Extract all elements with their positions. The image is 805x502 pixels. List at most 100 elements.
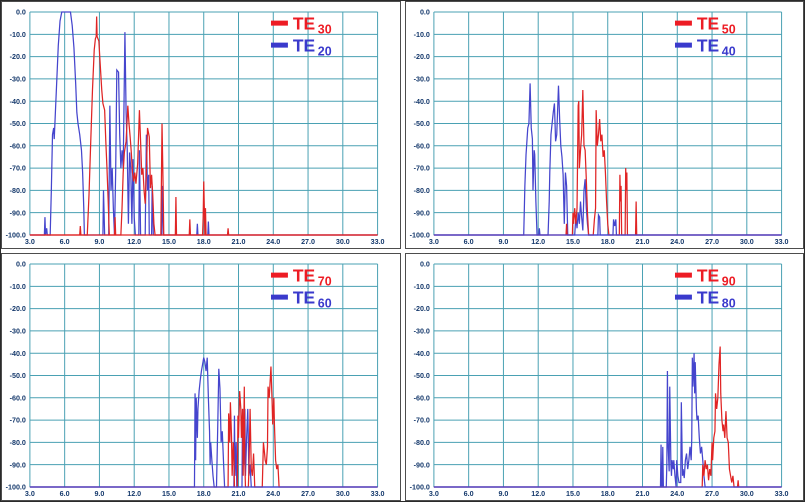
x-tick-label: 12.0 [127,489,141,498]
y-tick-label: 0.0 [16,260,26,269]
x-tick-label: 18.0 [600,489,614,498]
legend-label: TE [696,36,718,56]
y-tick-label: -30.0 [10,74,26,83]
x-tick-label: 3.0 [25,237,35,246]
chart-te30-te20: 0.0 -10.0 -20.0 -30.0 -40.0 -50.0 -60.0 -70.0 -8… [6,8,385,246]
y-axis-tick-labels: 0.0 -10.0 -20.0 -30.0 -40.0 -50.0 -60.0 -70.0 -8… [6,8,26,240]
x-tick-label: 27.0 [301,489,315,498]
y-tick-label: 0.0 [419,8,429,17]
y-tick-label: -90.0 [10,460,26,469]
x-axis-tick-labels: 3.0 6.0 9.0 12.0 15.0 18.0 21.0 24.0 27.0 30.0 33.… [25,489,385,498]
grid-lines [432,11,782,236]
y-axis-tick-labels: 0.0 -10.0 -20.0 -30.0 -40.0 -50.0 -60.0 -70.0 -8… [409,260,429,492]
x-tick-label: 12.0 [531,237,545,246]
x-tick-label: 15.0 [162,489,176,498]
x-tick-label: 24.0 [670,237,684,246]
x-tick-label: 33.0 [371,489,385,498]
y-tick-label: -30.0 [10,326,26,335]
legend-label: TE [293,288,315,308]
legend-subscript: 70 [318,275,332,289]
x-tick-label: 33.0 [774,237,788,246]
legend-label: TE [293,14,315,34]
y-tick-label: -50.0 [10,119,26,128]
y-tick-label: -70.0 [413,164,429,173]
x-tick-label: 27.0 [705,489,719,498]
y-tick-label: -30.0 [413,326,429,335]
x-tick-label: 3.0 [428,489,438,498]
y-tick-label: -80.0 [10,438,26,447]
x-tick-label: 6.0 [463,489,473,498]
y-tick-label: -30.0 [413,74,429,83]
y-tick-label: -60.0 [10,393,26,402]
x-tick-label: 30.0 [739,489,753,498]
x-tick-label: 3.0 [428,237,438,246]
y-tick-label: -80.0 [10,186,26,195]
chart-te90-te80: 0.0 -10.0 -20.0 -30.0 -40.0 -50.0 -60.0 -70.0 -8… [409,260,788,498]
x-tick-label: 12.0 [127,237,141,246]
y-tick-label: -20.0 [10,52,26,61]
legend-subscript: 20 [318,45,332,59]
x-axis-tick-labels: 3.0 6.0 9.0 12.0 15.0 18.0 21.0 24.0 27.0 30.0 33.… [25,237,385,246]
x-axis-tick-labels: 3.0 6.0 9.0 12.0 15.0 18.0 21.0 24.0 27.0 30.0 33.… [428,237,788,246]
x-tick-label: 27.0 [301,237,315,246]
x-tick-label: 9.0 [498,489,508,498]
legend-subscript: 90 [721,275,735,289]
y-tick-label: -10.0 [413,282,429,291]
y-tick-label: -100.0 [6,483,26,492]
y-tick-label: -40.0 [413,349,429,358]
x-tick-label: 21.0 [232,237,246,246]
legend-label: TE [293,36,315,56]
y-axis-tick-labels: 0.0 -10.0 -20.0 -30.0 -40.0 -50.0 -60.0 -70.0 -8… [6,260,26,492]
x-tick-label: 6.0 [463,237,473,246]
y-tick-label: -20.0 [413,52,429,61]
x-tick-label: 15.0 [565,489,579,498]
y-tick-label: -80.0 [413,186,429,195]
y-tick-label: -40.0 [10,97,26,106]
y-tick-label: -10.0 [413,30,429,39]
y-axis-tick-labels: 0.0 -10.0 -20.0 -30.0 -40.0 -50.0 -60.0 -70.0 -8… [409,8,429,240]
x-tick-label: 18.0 [600,237,614,246]
x-tick-label: 9.0 [94,489,104,498]
x-tick-label: 21.0 [635,489,649,498]
legend-label: TE [696,14,718,34]
grid-lines [29,263,379,488]
y-tick-label: -40.0 [413,97,429,106]
series-te90 [433,346,782,488]
y-tick-label: -60.0 [413,393,429,402]
x-tick-label: 15.0 [565,237,579,246]
y-tick-label: -100.0 [6,231,26,240]
x-tick-label: 3.0 [25,489,35,498]
y-tick-label: -80.0 [413,438,429,447]
x-tick-label: 21.0 [232,489,246,498]
legend-subscript: 50 [721,23,735,37]
y-tick-label: -90.0 [10,208,26,217]
legend-subscript: 60 [318,297,332,311]
x-tick-label: 12.0 [531,489,545,498]
x-tick-label: 9.0 [498,237,508,246]
x-tick-label: 18.0 [197,489,211,498]
y-tick-label: -40.0 [10,349,26,358]
y-tick-label: -50.0 [10,371,26,380]
y-tick-label: -50.0 [413,371,429,380]
legend-subscript: 80 [721,297,735,311]
chart-panel-bottom-right: 0.0 -10.0 -20.0 -30.0 -40.0 -50.0 -60.0 -70.0 -8… [404,253,804,501]
chart-panel-bottom-left: 0.0 -10.0 -20.0 -30.0 -40.0 -50.0 -60.0 -70.0 -8… [1,253,401,501]
x-tick-label: 18.0 [197,237,211,246]
y-tick-label: 0.0 [16,8,26,17]
x-tick-label: 24.0 [670,489,684,498]
x-tick-label: 21.0 [635,237,649,246]
y-tick-label: -20.0 [413,304,429,313]
chart-te50-te40: 0.0 -10.0 -20.0 -30.0 -40.0 -50.0 -60.0 -70.0 -8… [409,8,788,246]
y-tick-label: 0.0 [419,260,429,269]
legend-label: TE [293,266,315,286]
x-tick-label: 15.0 [162,237,176,246]
legend-subscript: 30 [318,23,332,37]
x-tick-label: 27.0 [705,237,719,246]
legend-subscript: 40 [721,45,735,59]
y-tick-label: -50.0 [413,119,429,128]
